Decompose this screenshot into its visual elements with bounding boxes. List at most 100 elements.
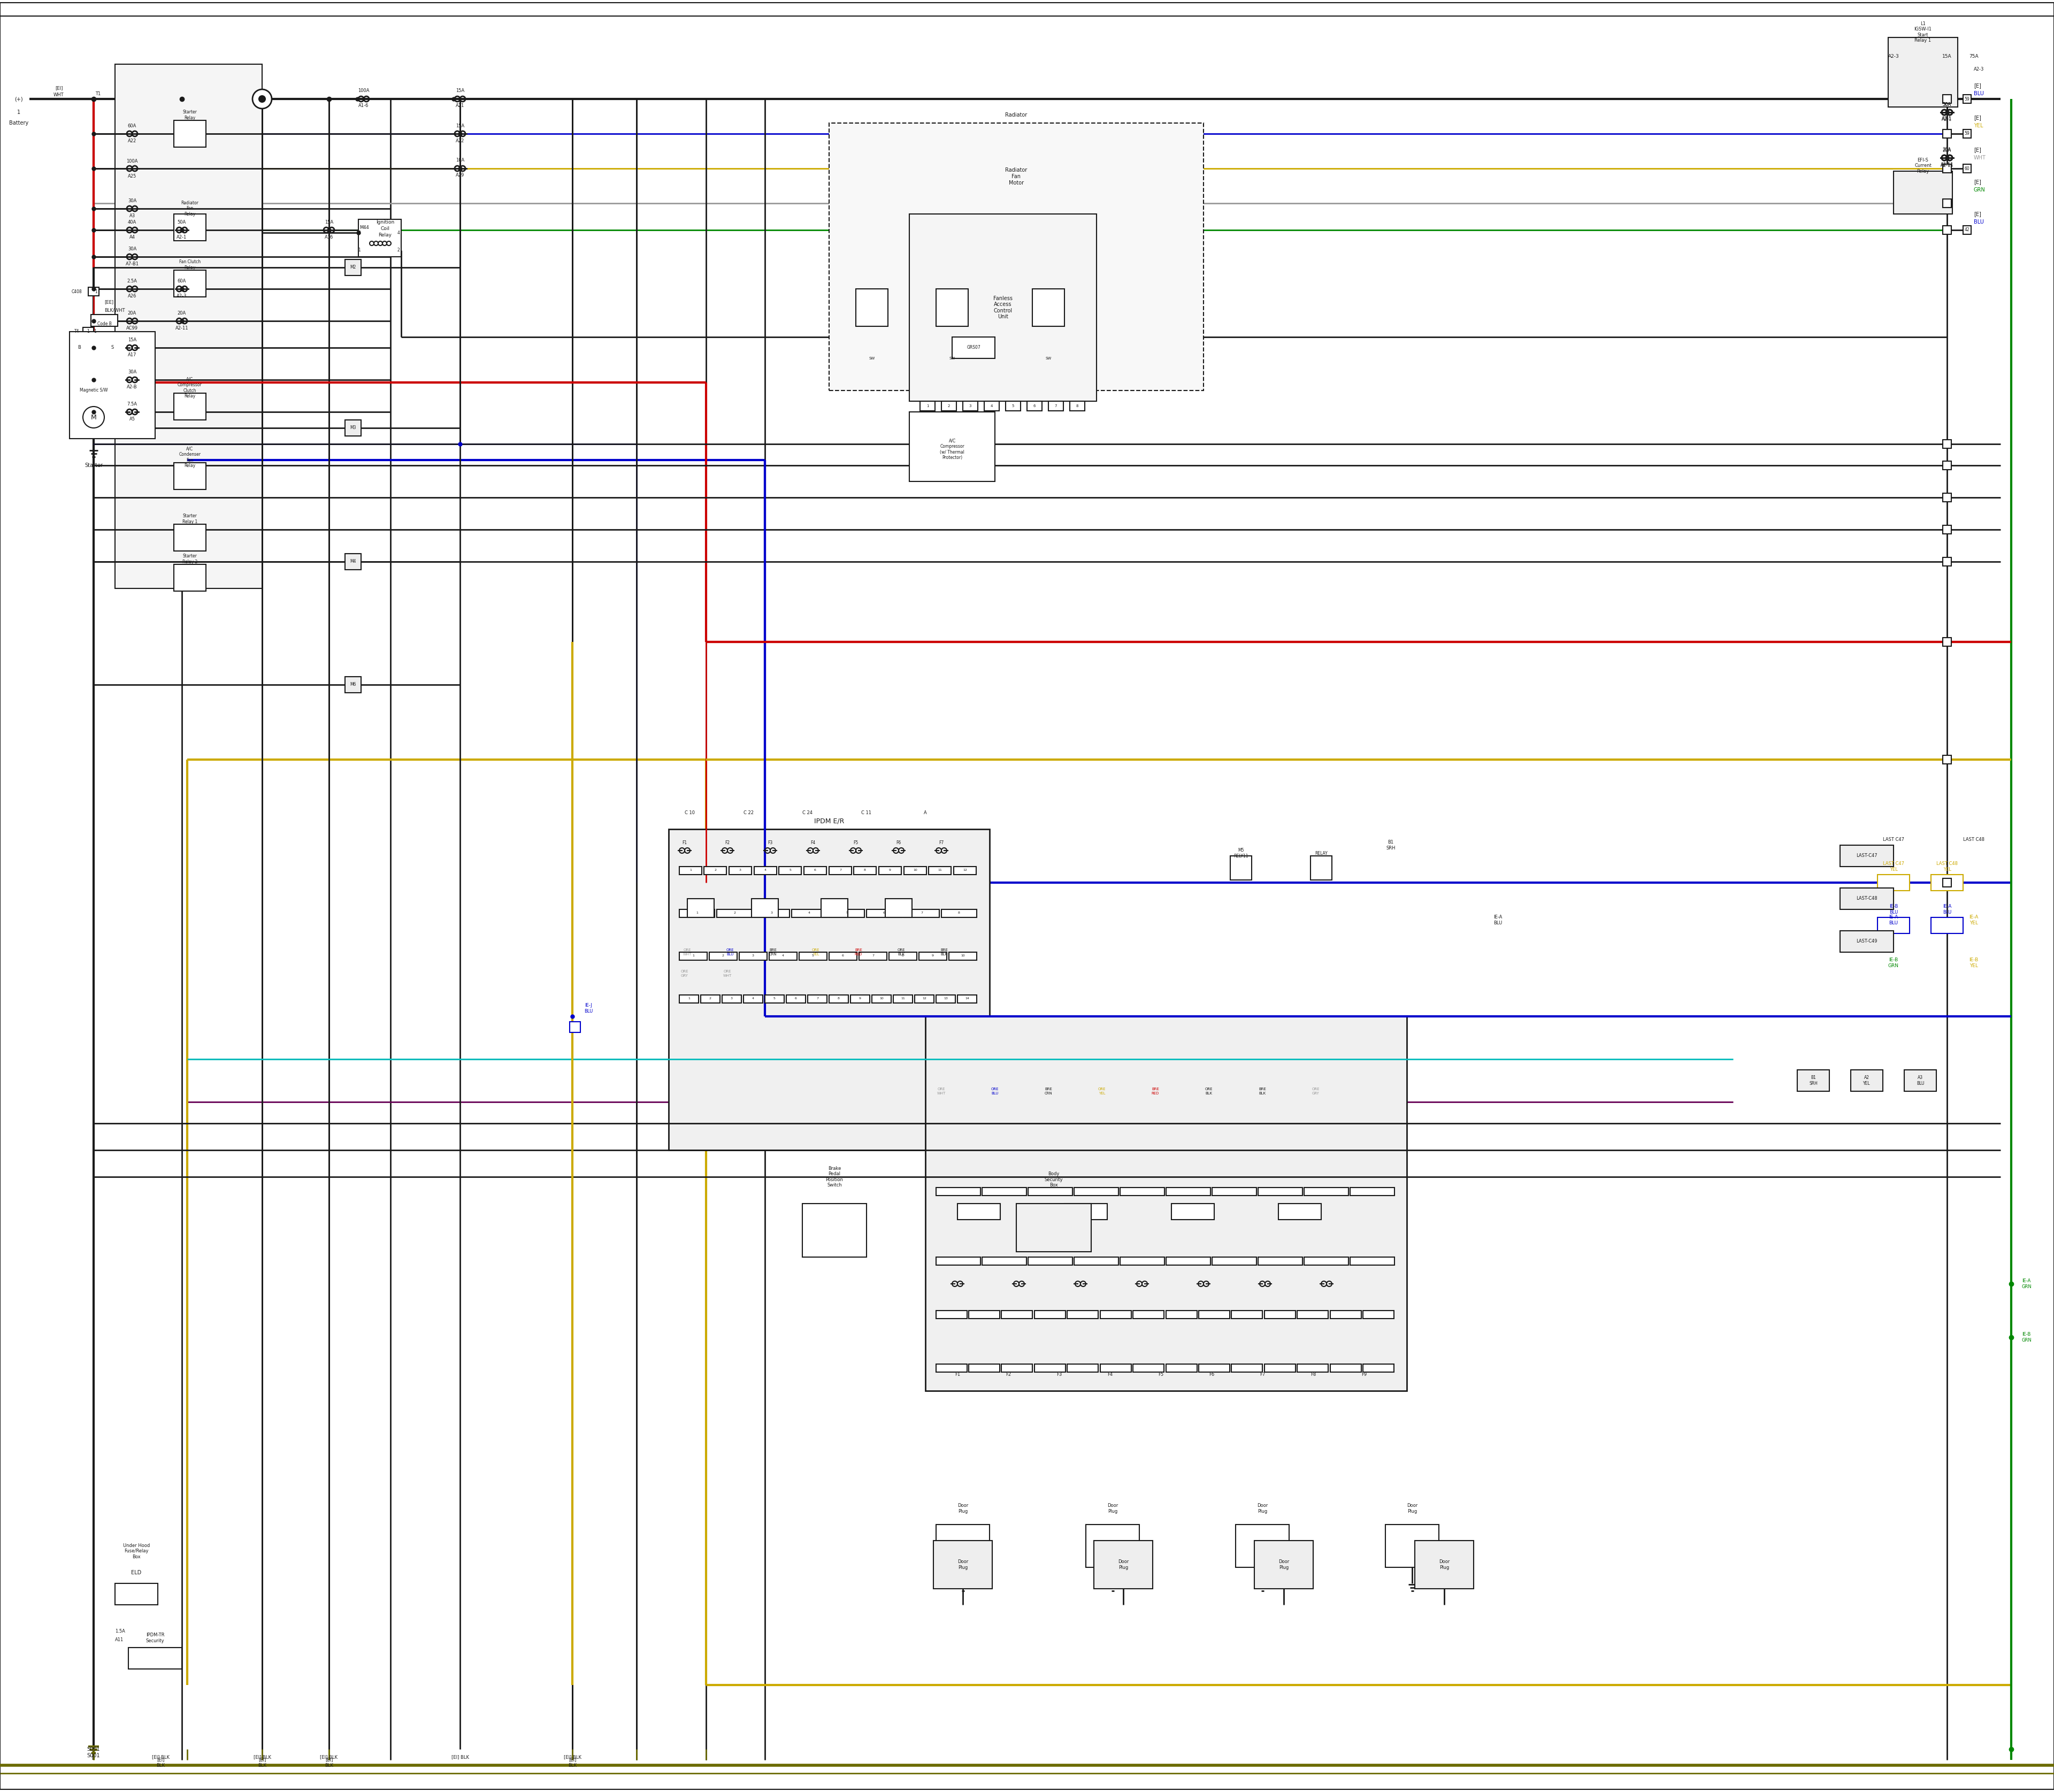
Bar xyxy=(717,909,752,918)
Text: F4: F4 xyxy=(811,840,815,846)
Text: 4: 4 xyxy=(396,231,401,235)
Text: A17: A17 xyxy=(127,353,136,358)
Text: Door
Plug: Door Plug xyxy=(1107,1503,1117,1514)
Bar xyxy=(859,952,887,961)
Bar xyxy=(1943,226,1951,235)
Text: IE-A
YEL: IE-A YEL xyxy=(1970,916,1978,925)
Bar xyxy=(1134,1310,1165,1319)
Bar xyxy=(1074,1256,1119,1265)
Bar xyxy=(175,462,205,489)
Bar xyxy=(680,995,698,1004)
Text: IE-B
YEL: IE-B YEL xyxy=(1970,957,1978,968)
Text: [E]: [E] xyxy=(1974,82,1982,88)
Bar xyxy=(830,124,1204,391)
Text: 20A: 20A xyxy=(1943,147,1951,152)
Text: 2: 2 xyxy=(733,912,735,914)
Bar xyxy=(764,995,785,1004)
Text: C 24: C 24 xyxy=(803,810,813,815)
Text: 12: 12 xyxy=(922,998,926,1000)
Text: BRE
RED: BRE RED xyxy=(1152,1088,1158,1095)
Text: LAST C48: LAST C48 xyxy=(1964,837,1984,842)
Text: BLU: BLU xyxy=(1974,91,1984,97)
Text: A26: A26 xyxy=(127,294,136,299)
Bar xyxy=(739,952,766,961)
Text: S: S xyxy=(111,346,113,349)
Text: F9: F9 xyxy=(1362,1373,1366,1378)
Text: IE-B
GRN: IE-B GRN xyxy=(2021,1331,2031,1342)
Bar xyxy=(937,995,955,1004)
Text: F7: F7 xyxy=(939,840,945,846)
Text: Radiator: Radiator xyxy=(1004,113,1027,118)
Text: 1: 1 xyxy=(86,330,90,333)
Text: A3: A3 xyxy=(129,213,136,219)
Bar xyxy=(1349,1188,1395,1195)
Bar xyxy=(963,401,978,410)
Text: 30A: 30A xyxy=(127,199,136,204)
Bar xyxy=(1027,401,1041,410)
Bar xyxy=(953,337,994,358)
Text: [EI] BLK: [EI] BLK xyxy=(320,1754,337,1760)
Bar xyxy=(822,898,848,918)
Text: M4: M4 xyxy=(349,559,355,564)
Bar xyxy=(949,952,978,961)
Bar xyxy=(885,898,912,918)
Bar xyxy=(1943,493,1951,502)
Text: [EE]: [EE] xyxy=(105,299,113,305)
Text: 2.5A: 2.5A xyxy=(127,280,138,283)
Text: ORE
BLK: ORE BLK xyxy=(898,948,906,955)
Text: 6: 6 xyxy=(883,912,885,914)
Text: Brake
Pedal
Position
Switch: Brake Pedal Position Switch xyxy=(826,1167,844,1188)
Bar xyxy=(88,287,99,296)
Text: A2-B: A2-B xyxy=(127,385,138,389)
Bar xyxy=(1255,1541,1313,1590)
Text: Starter: Starter xyxy=(84,462,103,468)
Text: 5: 5 xyxy=(811,955,813,957)
Text: 9: 9 xyxy=(859,998,861,1000)
Text: 60A: 60A xyxy=(177,278,187,283)
Text: 3: 3 xyxy=(752,955,754,957)
Text: Ignition: Ignition xyxy=(376,220,394,224)
Text: [EI] BLK: [EI] BLK xyxy=(152,1754,168,1760)
Text: 50A: 50A xyxy=(177,220,187,224)
Text: 4: 4 xyxy=(990,405,992,407)
Bar xyxy=(82,328,94,335)
Bar xyxy=(928,867,951,874)
Bar xyxy=(957,995,978,1004)
Bar xyxy=(1840,889,1894,909)
Bar xyxy=(1212,1256,1257,1265)
Bar xyxy=(1002,1310,1033,1319)
Text: SW: SW xyxy=(869,357,875,360)
Text: 1: 1 xyxy=(692,955,694,957)
Bar xyxy=(754,867,776,874)
Bar xyxy=(969,1310,1000,1319)
Text: M5
RELY11: M5 RELY11 xyxy=(1234,848,1249,858)
Bar xyxy=(1349,1256,1395,1265)
Text: 13: 13 xyxy=(943,998,947,1000)
Text: 8: 8 xyxy=(1076,405,1078,407)
Bar xyxy=(791,909,828,918)
Bar xyxy=(1033,289,1064,326)
Text: BLK/WHT: BLK/WHT xyxy=(105,308,125,312)
Circle shape xyxy=(82,407,105,428)
Bar xyxy=(1943,525,1951,534)
Bar xyxy=(984,401,998,410)
Bar xyxy=(879,867,902,874)
Bar xyxy=(910,412,994,482)
Text: A2-1: A2-1 xyxy=(1941,116,1951,122)
Bar xyxy=(1068,1364,1099,1373)
Bar xyxy=(1331,1310,1362,1319)
Bar xyxy=(1230,1364,1263,1373)
Text: LAST C48
YEL: LAST C48 YEL xyxy=(1937,862,1957,871)
Text: GRN: GRN xyxy=(1974,186,1986,192)
Text: Battery: Battery xyxy=(8,120,29,125)
Text: Under Hood
Fuse/Relay
Box: Under Hood Fuse/Relay Box xyxy=(123,1543,150,1559)
Text: C408: C408 xyxy=(72,289,82,294)
Bar xyxy=(357,219,401,256)
Text: 1.5A: 1.5A xyxy=(115,1629,125,1634)
Text: A21: A21 xyxy=(456,104,464,108)
Text: 40A: 40A xyxy=(127,220,136,226)
Text: 20A: 20A xyxy=(1943,149,1951,152)
Bar xyxy=(175,564,205,591)
Text: M6: M6 xyxy=(349,683,355,686)
Bar xyxy=(569,1021,581,1032)
